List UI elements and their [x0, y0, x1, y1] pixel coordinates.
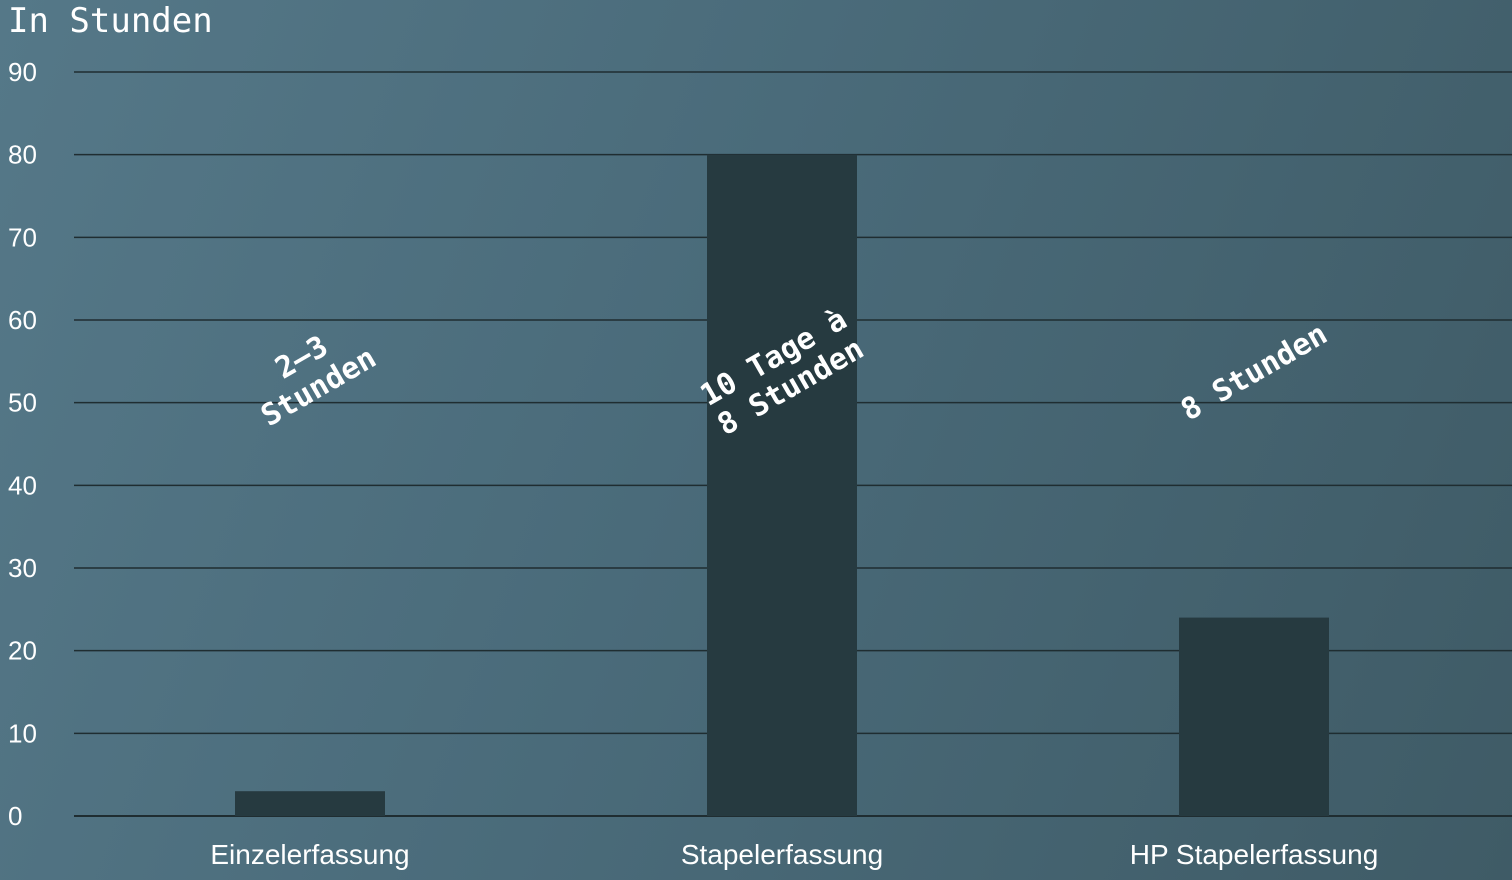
y-tick-label: 30: [8, 553, 37, 583]
y-tick-label: 50: [8, 388, 37, 418]
bar-annotation-line: 8 Stunden: [1175, 317, 1333, 429]
bars: [235, 154, 1329, 816]
x-tick-label: Stapelerfassung: [681, 839, 883, 870]
bar-annotation: 8 Stunden: [1175, 317, 1333, 429]
y-tick-label: 40: [8, 470, 37, 500]
chart-title: In Stunden: [8, 1, 213, 41]
y-tick-label: 70: [8, 222, 37, 252]
bar: [1179, 617, 1329, 816]
y-tick-label: 10: [8, 718, 37, 748]
bar: [707, 154, 857, 816]
x-axis-ticks: Einzelerfassung Stapelerfassung HP Stapele…: [210, 839, 1378, 870]
y-tick-label: 20: [8, 636, 37, 666]
bar: [235, 791, 385, 816]
x-tick-label: Einzelerfassung: [210, 839, 409, 870]
x-tick-label: HP Stapelerfassung: [1130, 839, 1379, 870]
y-tick-label: 80: [8, 140, 37, 170]
y-tick-label: 90: [8, 57, 37, 87]
y-tick-label: 0: [8, 801, 22, 831]
y-axis-ticks: 0 10 20 30 40 50 60 70 80 90: [8, 57, 37, 831]
y-tick-label: 60: [8, 305, 37, 335]
